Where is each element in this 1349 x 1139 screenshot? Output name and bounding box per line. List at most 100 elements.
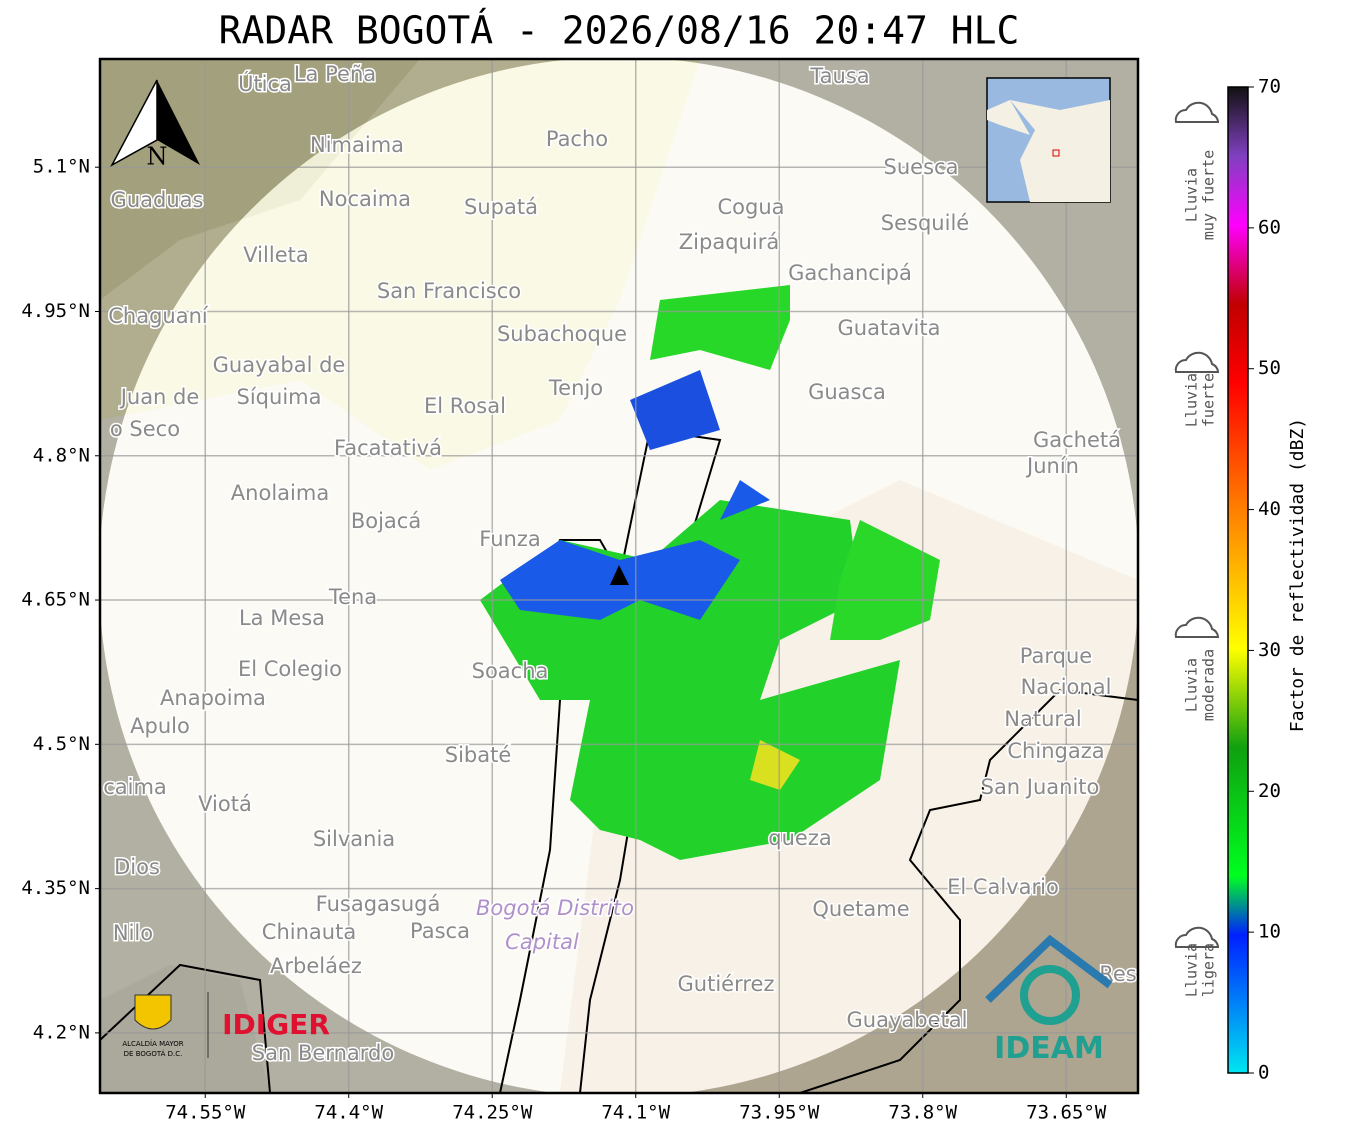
map-frame (98, 57, 1140, 1095)
place-label: Guayabetal (847, 1008, 968, 1032)
rain-category: Lluvia (1183, 943, 1201, 997)
colorbar-tick-label: 0 (1258, 1062, 1269, 1084)
place-label: Suesca (884, 155, 959, 179)
alcaldia-logo: ALCALDÍA MAYOR DE BOGOTÁ D.C. IDIGER (122, 992, 330, 1058)
place-label: Arbeláez (270, 954, 362, 978)
y-tick-label: 5.1°N (33, 156, 90, 178)
colorbar-tick-label: 20 (1258, 780, 1281, 802)
x-tick-label: 74.1°W (601, 1102, 670, 1124)
place-label: Soacha (472, 659, 549, 683)
colorbar (1227, 86, 1249, 1074)
north-label: N (147, 143, 168, 171)
rain-category: Lluvia (1183, 658, 1201, 712)
colorbar-tick-label: 70 (1258, 76, 1281, 98)
place-label: Nimaima (310, 133, 404, 157)
logo-text: ALCALDÍA MAYOR (122, 1039, 183, 1048)
place-label: Sibaté (445, 743, 512, 767)
rain-category: ligera (1200, 943, 1218, 997)
place-label: Guasca (808, 380, 886, 404)
place-label: Chingaza (1007, 739, 1104, 763)
place-label: Guatavita (838, 316, 941, 340)
place-label: Bojacá (351, 509, 421, 533)
x-tick-label: 74.55°W (165, 1102, 246, 1124)
colorbar-label: Factor de reflectividad (dBZ) (1287, 418, 1308, 732)
place-label: Parque (1020, 644, 1092, 668)
place-label: La Mesa (239, 606, 325, 630)
y-tick-label: 4.8°N (33, 444, 90, 466)
place-label: queza (768, 826, 831, 850)
place-label: Funza (479, 527, 540, 551)
weather-icon (1174, 101, 1220, 123)
x-tick-label: 73.95°W (739, 1102, 820, 1124)
place-label: Guayabal de (213, 353, 346, 377)
place-label: Natural (1004, 707, 1081, 731)
north-arrow: N (110, 79, 200, 171)
place-label: Pasca (410, 919, 470, 943)
radar-site (610, 565, 629, 585)
map (100, 59, 1138, 1093)
place-label: Anolaima (231, 481, 329, 505)
weather-icon (1174, 351, 1220, 373)
place-label: La Peña (294, 62, 376, 86)
title: RADAR BOGOTÁ - 2026/08/16 20:47 HLC (219, 9, 1020, 53)
place-label: Nilo (113, 921, 153, 945)
place-label: Bogotá Distrito (476, 896, 634, 920)
rain-category: muy fuerte (1200, 150, 1218, 240)
place-label: Útica (238, 71, 292, 96)
place-label: Quetame (812, 897, 909, 921)
place-label: Sesquilé (881, 211, 969, 235)
place-label: Síquima (237, 385, 322, 409)
place-label: Facatativá (334, 436, 442, 460)
colorbar-tick-label: 10 (1258, 921, 1281, 943)
y-tick-label: 4.2°N (33, 1021, 90, 1043)
logo-text: IDEAM (994, 1031, 1104, 1066)
colorbar-tick-label: 50 (1258, 357, 1281, 379)
rain-category: moderada (1200, 649, 1218, 721)
place-label: Nacional (1021, 675, 1112, 699)
place-label: Subachoque (497, 322, 627, 346)
place-label: Chaguaní (108, 304, 209, 328)
weather-icon (1174, 926, 1220, 948)
colorbar-tick-label: 40 (1258, 498, 1281, 520)
place-label: Dios (114, 855, 160, 879)
place-label: Pacho (546, 127, 608, 151)
place-label: El Rosal (424, 394, 506, 418)
place-label: El Colegio (238, 657, 342, 681)
place-label: Gachancipá (788, 261, 912, 285)
place-label: Zipaquirá (679, 230, 779, 254)
place-label: Res (1099, 962, 1137, 986)
weather-icon (1174, 616, 1220, 638)
place-label: Gachetá (1033, 428, 1121, 452)
place-label: Chinauta (262, 920, 356, 944)
rain-category: Lluvia (1183, 373, 1201, 427)
y-tick-label: 4.65°N (21, 589, 90, 611)
place-label: Anapoima (160, 686, 266, 710)
rain-category: Lluvia (1183, 168, 1201, 222)
colorbar-tick-label: 60 (1258, 216, 1281, 238)
place-label: Tausa (809, 64, 869, 88)
place-label: Junín (1025, 454, 1079, 478)
place-label: Silvania (313, 827, 395, 851)
x-tick-label: 73.8°W (888, 1102, 957, 1124)
place-label: Juan de (119, 385, 200, 409)
colorbar-tick-label: 30 (1258, 639, 1281, 661)
place-label: Fusagasugá (316, 892, 441, 916)
place-label: Guaduas (111, 188, 204, 212)
place-label: Cogua (717, 195, 784, 219)
place-labels: Útica La Peña Tausa Pacho Nimaima Suesca Guadu… (102, 61, 1138, 1067)
place-label: Tenjo (548, 376, 603, 400)
place-label: Tena (328, 585, 377, 609)
y-tick-label: 4.5°N (33, 733, 90, 755)
rain-category: fuerte (1200, 373, 1218, 427)
x-tick-label: 73.65°W (1026, 1102, 1107, 1124)
place-label: Nocaima (319, 187, 411, 211)
place-label: San Francisco (377, 279, 521, 303)
inset-map (986, 77, 1111, 203)
place-label: Gutiérrez (678, 972, 775, 996)
place-label: Villeta (243, 243, 308, 267)
y-tick-label: 4.35°N (21, 877, 90, 899)
place-label: caima (103, 775, 167, 799)
place-label: Capital (505, 930, 579, 954)
y-tick-label: 4.95°N (21, 300, 90, 322)
logo-text: IDIGER (222, 1008, 330, 1041)
